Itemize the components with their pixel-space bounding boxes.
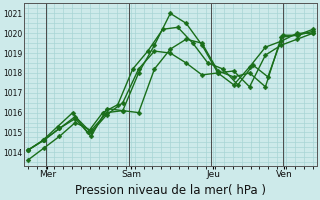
X-axis label: Pression niveau de la mer( hPa ): Pression niveau de la mer( hPa ) xyxy=(75,184,266,197)
